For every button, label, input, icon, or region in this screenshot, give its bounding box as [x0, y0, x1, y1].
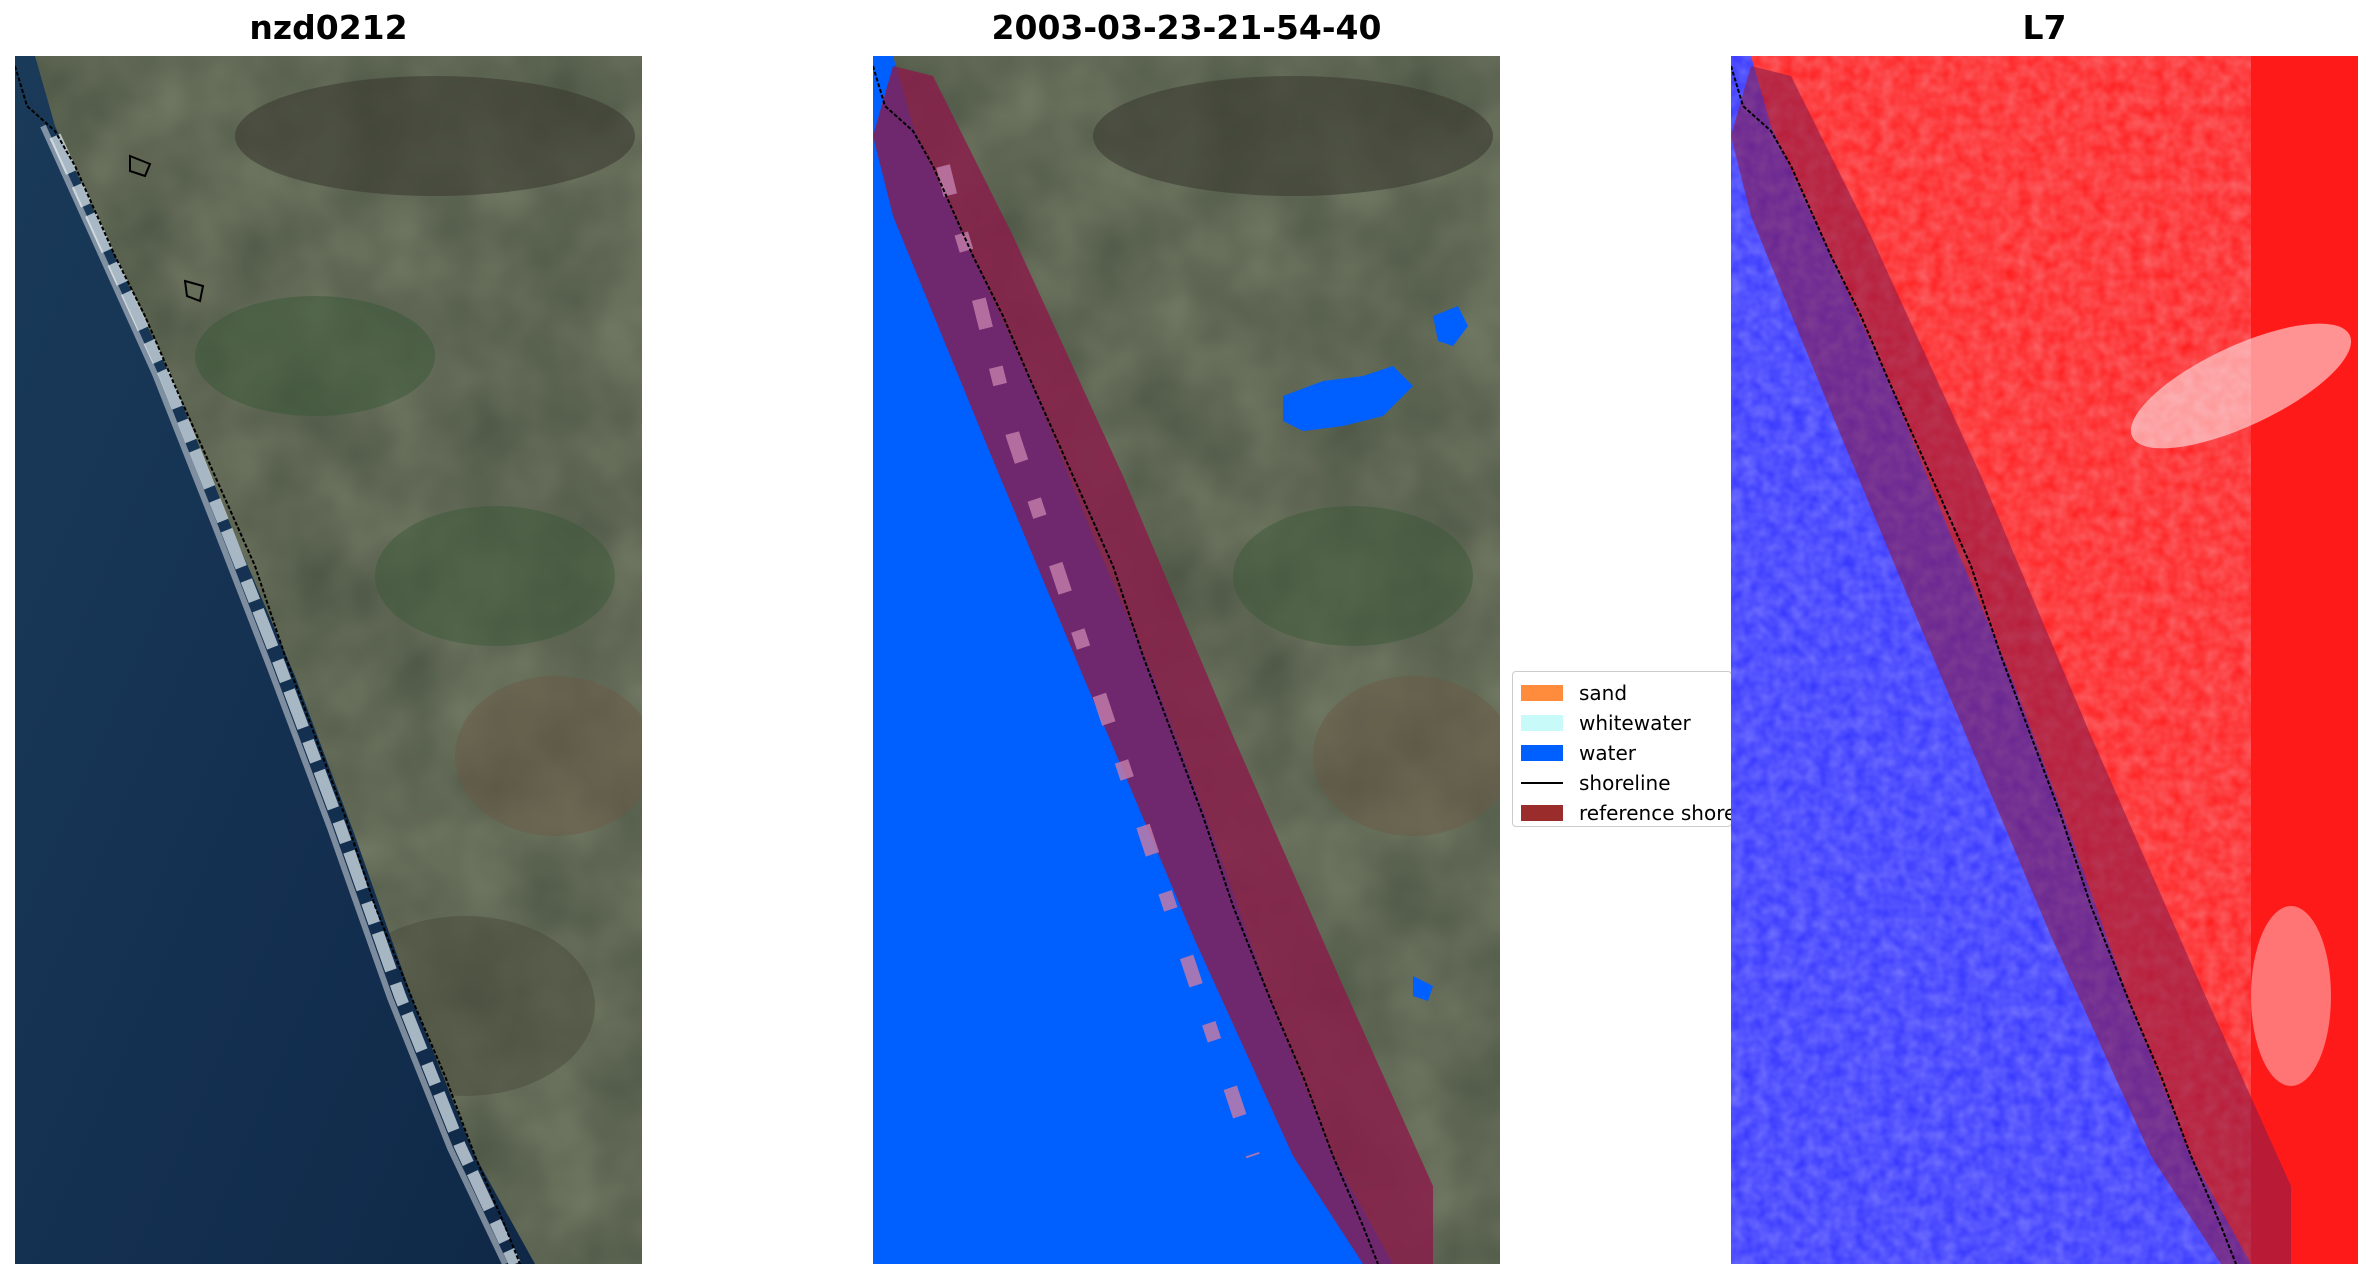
panel-title-classified: 2003-03-23-21-54-40	[991, 8, 1382, 47]
legend-label-reference-shoreline: reference shoreline buffer	[1579, 801, 1731, 825]
legend-item-reference-shoreline: reference shoreline buffer	[1521, 798, 1731, 826]
rgb-satellite-image	[15, 56, 642, 1264]
classified-overlay	[873, 56, 1500, 1264]
legend-label-whitewater: whitewater	[1579, 711, 1691, 735]
legend-swatch-whitewater	[1521, 715, 1563, 731]
panel-title-index: L7	[2022, 8, 2067, 47]
legend-item-whitewater: whitewater	[1521, 708, 1731, 738]
panel-title-rgb: nzd0212	[249, 8, 408, 47]
legend-label-shoreline: shoreline	[1579, 771, 1671, 795]
legend-item-shoreline: shoreline	[1521, 768, 1731, 798]
legend-swatch-water	[1521, 745, 1563, 761]
legend-item-sand: sand	[1521, 678, 1731, 708]
legend-swatch-sand	[1521, 685, 1563, 701]
legend-label-water: water	[1579, 741, 1636, 765]
legend-item-water: water	[1521, 738, 1731, 768]
legend-label-sand: sand	[1579, 681, 1628, 705]
index-heatmap	[1731, 56, 2358, 1264]
legend: sand whitewater water shoreline referenc…	[1512, 671, 1732, 827]
legend-swatch-shoreline	[1521, 782, 1563, 784]
legend-swatch-reference-shoreline	[1521, 805, 1563, 821]
